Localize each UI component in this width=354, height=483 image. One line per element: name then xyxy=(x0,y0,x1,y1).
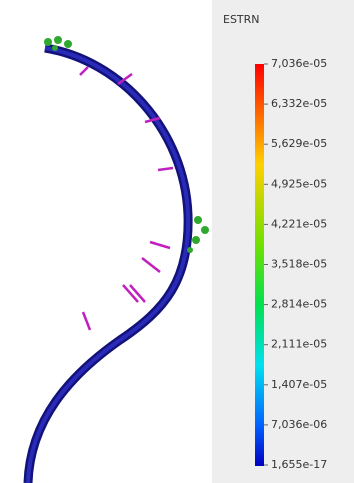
page: ESTRN 7,036e-05 6,332e-05 5,629e-05 4,925e-… xyxy=(0,0,354,483)
legend-title: ESTRN xyxy=(223,13,260,26)
legend-panel xyxy=(212,0,354,483)
screen: ESTRN 7,036e-05 6,332e-05 5,629e-05 4,925e-… xyxy=(0,0,354,483)
legend-label: 4,925e-05 xyxy=(271,177,327,190)
color-bar xyxy=(255,64,264,466)
legend-label: 3,518e-05 xyxy=(271,258,327,271)
legend-label: 6,332e-05 xyxy=(271,97,327,110)
legend-label: 4,221e-05 xyxy=(271,217,327,230)
legend-label: 1,655e-17 xyxy=(271,458,327,471)
legend-label: 1,407e-05 xyxy=(271,378,327,391)
legend-label: 5,629e-05 xyxy=(271,137,327,150)
legend-label: 2,814e-05 xyxy=(271,298,327,311)
legend-label: 2,111e-05 xyxy=(271,338,327,351)
legend-label: 7,036e-06 xyxy=(271,418,327,431)
legend-label: 7,036e-05 xyxy=(271,57,327,70)
